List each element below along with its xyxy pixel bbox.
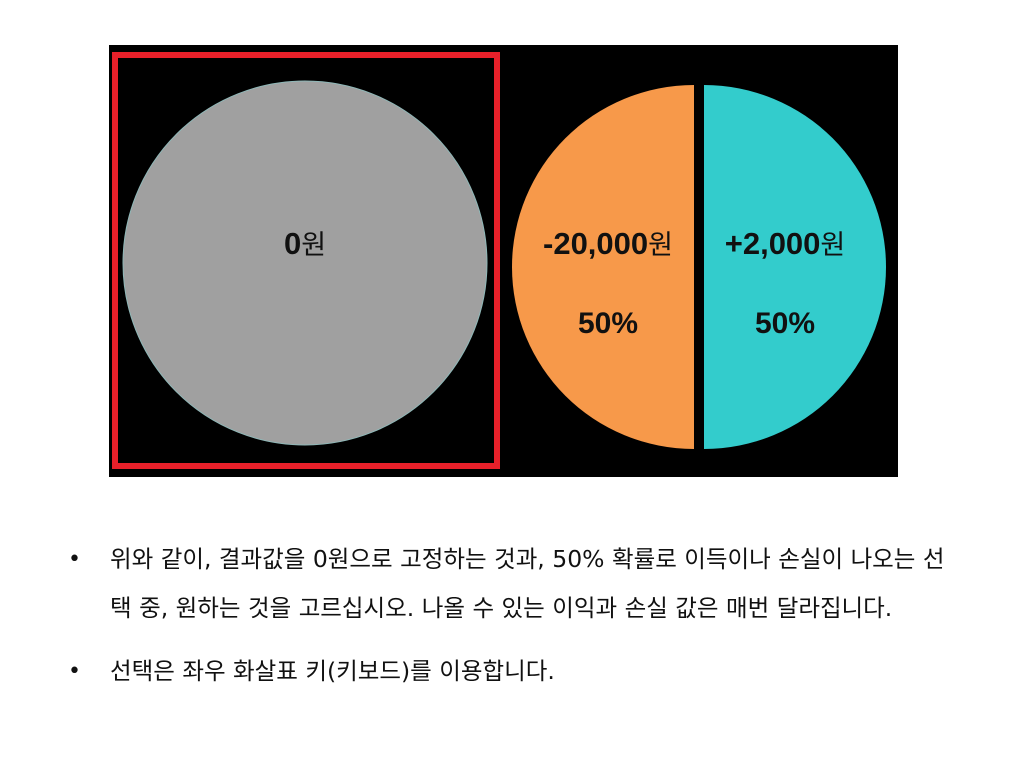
instruction-list: • 위와 같이, 결과값을 0원으로 고정하는 것과, 50% 확률로 이득이나… [66, 535, 946, 710]
gamble-gain-half[interactable] [704, 85, 886, 449]
instruction-item: • 선택은 좌우 화살표 키(키보드)를 이용합니다. [66, 647, 946, 696]
instruction-item: • 위와 같이, 결과값을 0원으로 고정하는 것과, 50% 확률로 이득이나… [66, 535, 946, 633]
choice-canvas: 0원 -20,000원 50% +2,000원 50% [112, 52, 886, 469]
sure-option[interactable]: 0원 [122, 80, 488, 446]
bullet-icon: • [68, 659, 81, 684]
selection-highlight-frame [112, 52, 500, 469]
choice-stage: 0원 -20,000원 50% +2,000원 50% [109, 45, 898, 477]
bullet-icon: • [68, 547, 81, 572]
sure-amount-label: 0원 [284, 226, 326, 261]
gamble-loss-amount: -20,000원 [543, 226, 673, 261]
instruction-text: 위와 같이, 결과값을 0원으로 고정하는 것과, 50% 확률로 이득이나 손… [110, 545, 945, 622]
gamble-gain-amount: +2,000원 [725, 226, 846, 261]
instruction-text: 선택은 좌우 화살표 키(키보드)를 이용합니다. [110, 657, 555, 685]
gamble-loss-probability: 50% [578, 307, 638, 340]
gamble-gain-probability: 50% [755, 307, 815, 340]
gamble-option[interactable]: -20,000원 50% +2,000원 50% [512, 85, 886, 449]
sure-option-circle[interactable] [122, 80, 488, 446]
gamble-loss-half[interactable] [512, 85, 694, 449]
